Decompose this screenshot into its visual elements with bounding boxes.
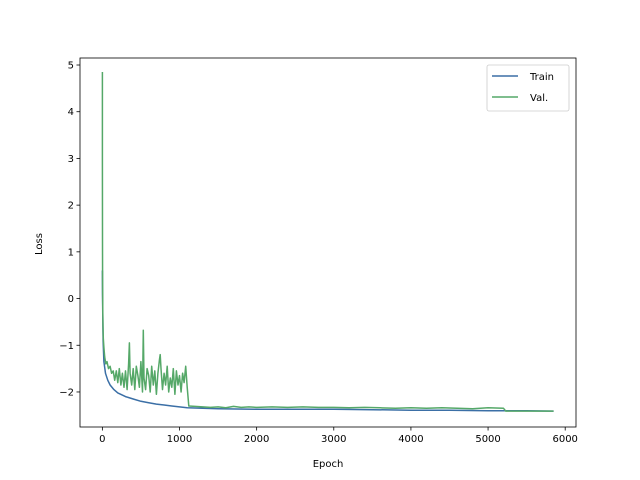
x-tick-label: 5000 xyxy=(475,434,500,445)
y-tick-label: 3 xyxy=(68,154,74,165)
y-tick-label: 0 xyxy=(68,294,74,305)
plot-frame xyxy=(79,57,577,428)
legend-box xyxy=(486,64,570,112)
series-line-val xyxy=(101,72,554,412)
x-tick-label: 6000 xyxy=(552,434,577,445)
x-tick-label: 1000 xyxy=(167,434,192,445)
series-layer xyxy=(101,72,554,412)
legend: Train Val. xyxy=(486,64,570,112)
axes-layer: 0 1000 2000 3000 4000 5000 6000 −2 −1 0 1 2 3 4 5 xyxy=(59,57,578,445)
y-tick-label: −1 xyxy=(59,341,74,352)
x-tick-label: 0 xyxy=(99,434,105,445)
y-tick-label: 4 xyxy=(68,107,74,118)
y-tick-label: 2 xyxy=(68,201,74,212)
x-tick-label: 3000 xyxy=(321,434,346,445)
x-axis-label: Epoch xyxy=(313,459,344,470)
y-tick-label: −2 xyxy=(59,387,74,398)
x-tick-label: 2000 xyxy=(244,434,269,445)
y-tick-label: 1 xyxy=(68,247,74,258)
legend-label-train: Train xyxy=(529,72,554,83)
y-axis-label: Loss xyxy=(34,233,45,255)
legend-label-val: Val. xyxy=(530,93,548,104)
series-line-train xyxy=(101,270,554,412)
x-tick-label: 4000 xyxy=(398,434,423,445)
y-tick-label: 5 xyxy=(68,61,74,72)
